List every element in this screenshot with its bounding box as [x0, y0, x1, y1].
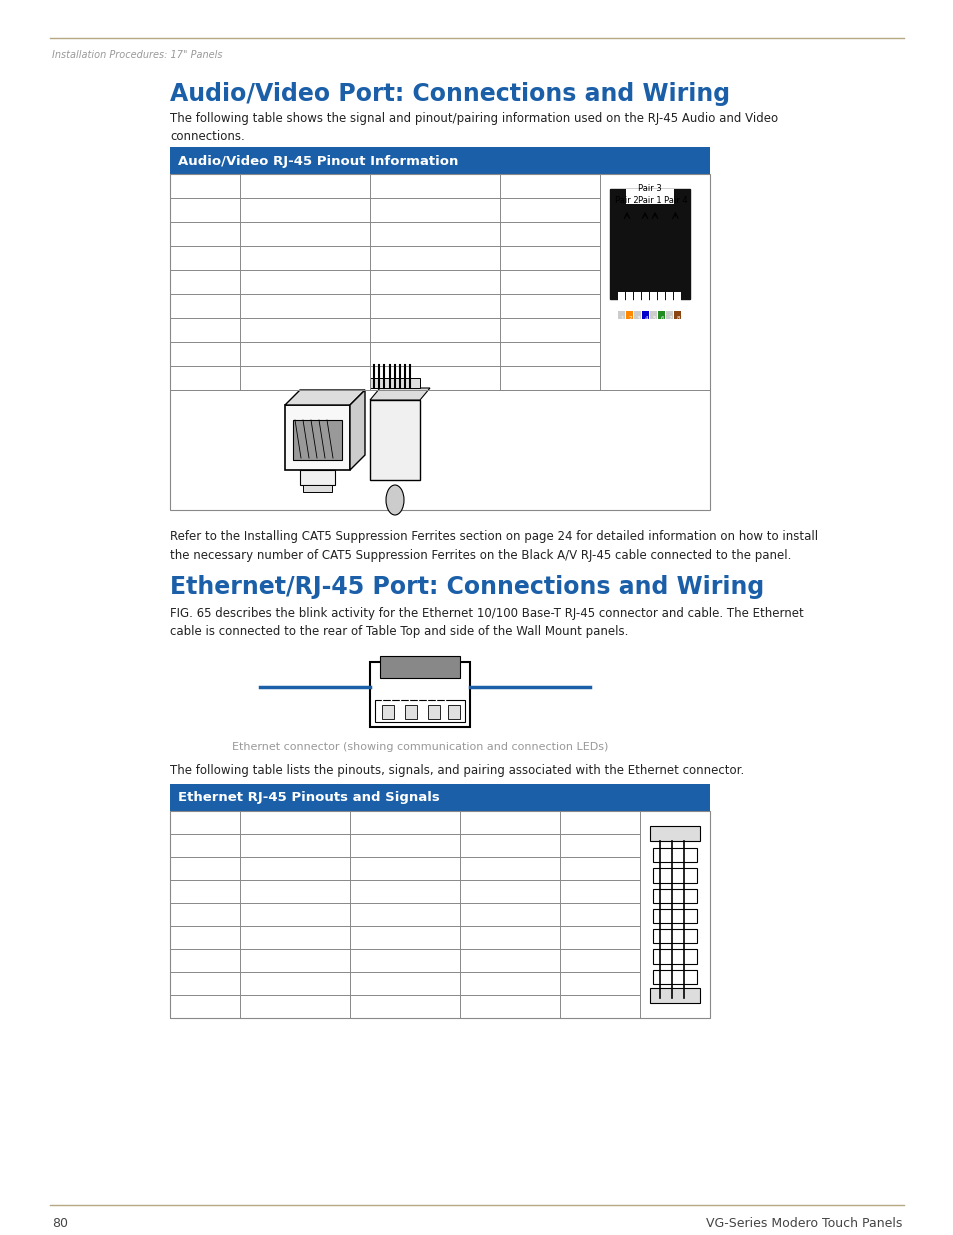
Polygon shape	[285, 390, 365, 405]
Bar	[641, 291, 649, 319]
Text: Ethernet/RJ-45 Port: Connections and Wiring: Ethernet/RJ-45 Port: Connections and Wir…	[170, 576, 763, 599]
Bar	[634, 311, 640, 319]
FancyBboxPatch shape	[625, 189, 673, 204]
Text: The following table lists the pinouts, signals, and pairing associated with the : The following table lists the pinouts, s…	[170, 764, 743, 777]
Bar	[170, 174, 709, 510]
Bar	[649, 826, 700, 841]
Bar	[666, 311, 673, 319]
Bar	[370, 662, 470, 727]
Bar	[658, 291, 665, 319]
Bar	[381, 705, 394, 719]
Text: 3: 3	[636, 316, 639, 321]
Text: Pair 1: Pair 1	[638, 196, 661, 205]
Text: The following table shows the signal and pinout/pairing information used on the : The following table shows the signal and…	[170, 112, 778, 143]
Bar	[299, 471, 335, 485]
Bar	[649, 988, 700, 1003]
Ellipse shape	[386, 485, 403, 515]
Bar	[626, 291, 633, 319]
Bar	[170, 811, 709, 1018]
Bar	[666, 291, 673, 319]
Bar	[652, 969, 697, 984]
Text: Installation Procedures: 17" Panels: Installation Procedures: 17" Panels	[52, 49, 222, 61]
Bar	[285, 405, 350, 471]
Bar	[293, 420, 341, 459]
Bar	[641, 311, 649, 319]
Text: 6: 6	[659, 316, 663, 321]
Bar	[650, 291, 657, 319]
Bar	[634, 291, 640, 319]
Bar	[652, 929, 697, 944]
Text: Audio/Video Port: Connections and Wiring: Audio/Video Port: Connections and Wiring	[170, 82, 729, 106]
Bar	[626, 311, 633, 319]
Bar	[405, 705, 416, 719]
Text: 7: 7	[667, 316, 671, 321]
Bar	[375, 700, 464, 722]
Text: 4: 4	[643, 316, 647, 321]
Text: Pair 3: Pair 3	[638, 184, 661, 193]
Text: Ethernet connector (showing communication and connection LEDs): Ethernet connector (showing communicatio…	[232, 742, 608, 752]
Bar	[609, 189, 689, 299]
Bar	[303, 485, 332, 492]
Bar	[652, 950, 697, 963]
Bar	[674, 291, 680, 319]
Text: 2: 2	[628, 316, 631, 321]
Text: 80: 80	[52, 1216, 68, 1230]
Bar	[618, 311, 625, 319]
Text: Pair 2: Pair 2	[615, 196, 639, 205]
Bar	[652, 889, 697, 903]
Polygon shape	[350, 390, 365, 471]
Bar	[650, 311, 657, 319]
Bar	[370, 378, 419, 388]
Text: 1: 1	[619, 316, 623, 321]
Bar	[370, 400, 419, 480]
Bar	[652, 909, 697, 923]
Text: Pair 4: Pair 4	[663, 196, 686, 205]
Polygon shape	[370, 388, 430, 400]
Bar	[618, 291, 625, 319]
Text: Audio/Video RJ-45 Pinout Information: Audio/Video RJ-45 Pinout Information	[178, 154, 457, 168]
Bar	[652, 848, 697, 862]
Text: VG-Series Modero Touch Panels: VG-Series Modero Touch Panels	[705, 1216, 901, 1230]
Bar	[652, 868, 697, 883]
Bar	[428, 705, 439, 719]
Bar	[658, 311, 665, 319]
Text: Ethernet RJ-45 Pinouts and Signals: Ethernet RJ-45 Pinouts and Signals	[178, 792, 439, 804]
Bar	[170, 784, 709, 811]
Bar	[170, 147, 709, 174]
Text: 5: 5	[652, 316, 655, 321]
Text: FIG. 65 describes the blink activity for the Ethernet 10/100 Base-T RJ-45 connec: FIG. 65 describes the blink activity for…	[170, 606, 803, 638]
Bar	[674, 311, 680, 319]
Text: 8: 8	[676, 316, 679, 321]
Text: Refer to the Installing CAT5 Suppression Ferrites section on page 24 for detaile: Refer to the Installing CAT5 Suppression…	[170, 530, 818, 562]
Bar	[379, 656, 459, 678]
Bar	[448, 705, 459, 719]
